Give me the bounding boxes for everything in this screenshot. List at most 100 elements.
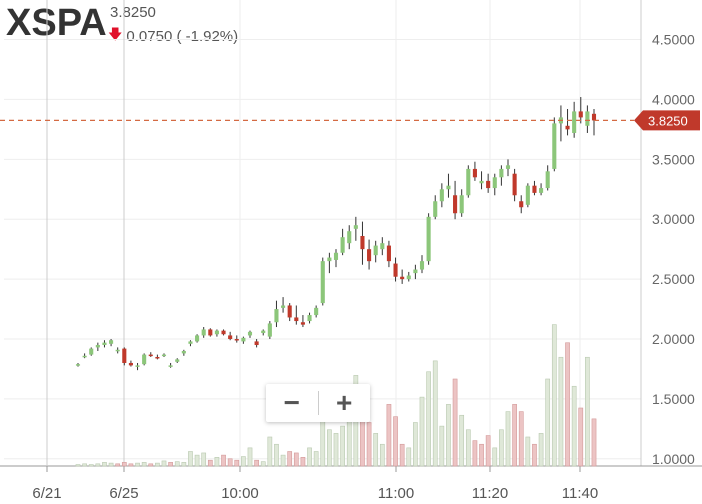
volume-bar — [148, 463, 154, 467]
candle-body — [241, 337, 246, 342]
volume-bar — [479, 443, 484, 467]
y-tick-label: 2.5000 — [652, 271, 695, 287]
volume-bar — [558, 356, 564, 467]
volume-bar — [518, 411, 524, 467]
y-tick-label: 2.0000 — [652, 331, 695, 347]
candle-body — [109, 340, 114, 344]
volume-bar — [406, 447, 412, 467]
volume-bar — [194, 454, 200, 467]
ticker-symbol: XSPA — [6, 2, 107, 44]
candle-body — [274, 309, 279, 323]
volume-bar — [565, 342, 570, 467]
candle-body — [386, 245, 391, 262]
volume-bar — [247, 447, 253, 467]
last-price: 3.8250 — [110, 4, 156, 21]
candle-body — [413, 269, 418, 274]
candle-body — [294, 317, 299, 322]
candle-body — [367, 249, 372, 262]
candle-body — [314, 307, 319, 316]
volume-bar — [174, 461, 180, 467]
candle-body — [300, 322, 305, 325]
candle-body — [267, 323, 272, 337]
candle-body — [360, 235, 365, 250]
candle-body — [161, 354, 167, 357]
candle-body — [347, 231, 352, 244]
candle-body — [419, 261, 425, 270]
candle-body — [122, 348, 127, 363]
price-change-value: 0.0750 ( -1.92%) — [126, 27, 239, 45]
volume-bar — [128, 463, 134, 467]
volume-bar — [135, 462, 140, 467]
zoom-separator — [317, 391, 319, 415]
candle-body — [142, 354, 147, 365]
candle-body — [148, 354, 153, 357]
candle-body — [446, 185, 451, 190]
x-tick-label: 6/25 — [109, 485, 138, 502]
volume-bar — [426, 371, 431, 467]
candle-body — [89, 348, 94, 355]
volume-bar — [452, 378, 458, 467]
volume-bar — [499, 429, 504, 467]
price-change: 🡇 0.0750 ( -1.92%) — [108, 24, 238, 48]
zoom-in-button[interactable]: + — [336, 387, 353, 418]
candle-body — [168, 365, 173, 367]
volume-bar — [181, 462, 187, 467]
candle-body — [82, 355, 87, 358]
candle-body — [214, 330, 219, 335]
volume-bar — [214, 456, 220, 467]
candle-body — [512, 173, 517, 196]
candle-body — [492, 177, 497, 189]
volume-bar — [201, 452, 207, 467]
volume-bar — [161, 460, 167, 467]
candle-body — [552, 123, 557, 169]
volume-bar — [386, 404, 392, 467]
y-tick-label: 3.5000 — [652, 151, 695, 167]
candle-body — [539, 188, 544, 193]
volume-bar — [505, 411, 511, 467]
volume-bar — [399, 443, 405, 467]
volume-bar — [532, 443, 537, 467]
volume-bar — [155, 462, 160, 467]
candle-body — [287, 305, 292, 318]
volume-bar — [108, 462, 114, 467]
candle-body — [578, 111, 583, 118]
down-arrow-icon: 🡇 — [108, 26, 123, 42]
volume-bar — [419, 396, 425, 467]
volume-bar — [241, 456, 246, 467]
volume-bar — [340, 425, 345, 467]
volume-bar — [293, 452, 299, 467]
candle-body — [135, 365, 140, 367]
candle-body — [333, 252, 339, 260]
candle-body — [572, 111, 577, 133]
volume-bar — [459, 414, 465, 467]
volume-bar — [432, 360, 438, 467]
candle-body — [433, 201, 438, 217]
candle-body — [565, 125, 570, 130]
candle-body — [195, 335, 200, 342]
candle-body — [281, 305, 286, 308]
volume-bar — [393, 416, 398, 467]
volume-bar — [274, 443, 279, 467]
zoom-out-button[interactable]: − — [283, 387, 300, 418]
candle-body — [247, 331, 253, 336]
volume-bar — [538, 433, 544, 467]
candle-body — [499, 168, 504, 178]
candle-body — [400, 276, 405, 280]
candle-body — [320, 261, 325, 304]
volume-bar — [121, 462, 127, 467]
volume-bar — [379, 443, 385, 467]
volume-bar — [446, 404, 451, 467]
volume-bar — [439, 425, 445, 467]
candle-body — [181, 350, 186, 354]
volume-bar — [287, 451, 293, 467]
volume-bar — [313, 451, 319, 467]
volume-bar — [82, 463, 87, 467]
x-tick-label: 10:00 — [221, 485, 259, 502]
candle-body — [221, 330, 226, 335]
volume-bar — [307, 447, 312, 467]
x-tick-label: 11:00 — [378, 485, 414, 502]
candle-body — [175, 359, 180, 362]
candle-body — [479, 180, 484, 184]
candle-body — [466, 168, 471, 196]
